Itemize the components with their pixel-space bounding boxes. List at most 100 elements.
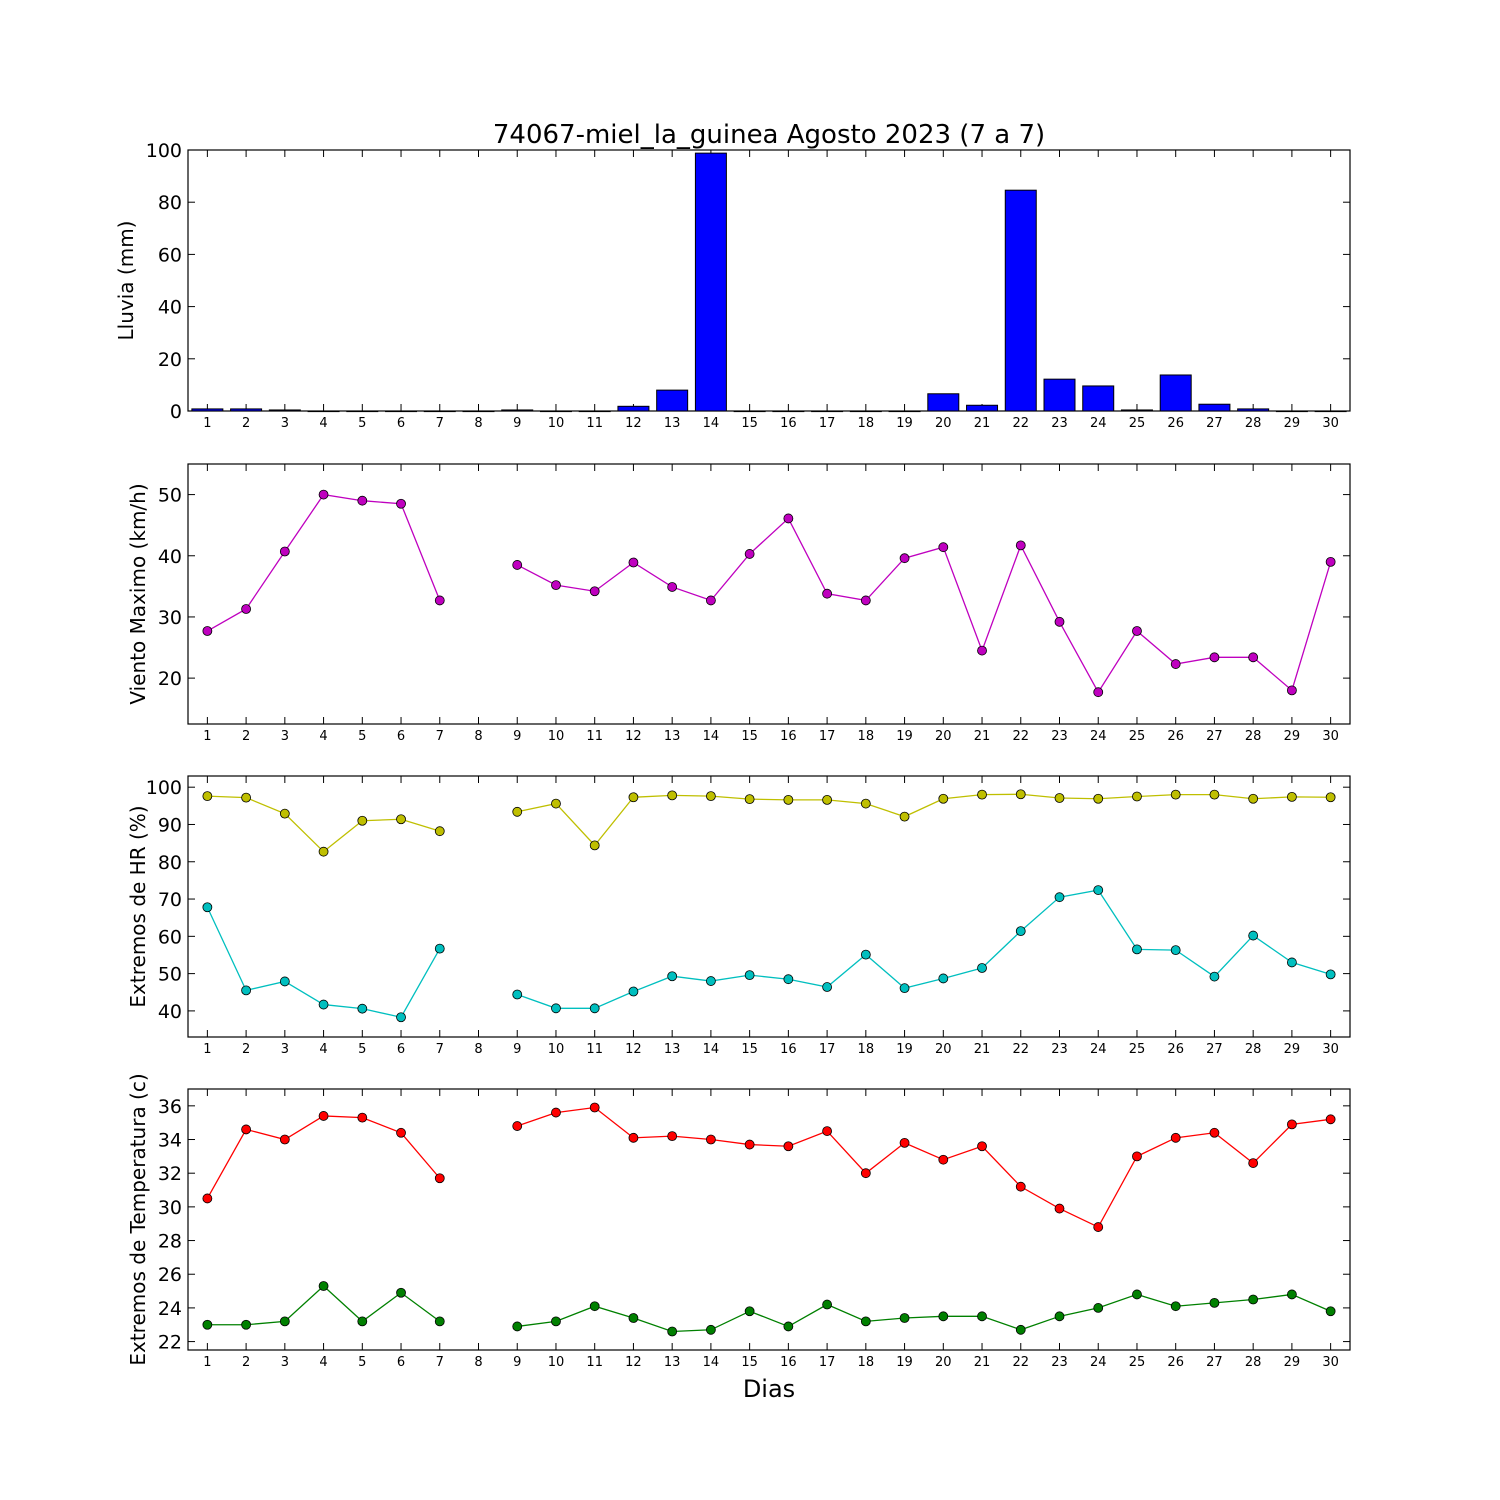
series-2-point — [512, 1321, 523, 1332]
series-1-point — [512, 560, 523, 570]
series-1-point — [1170, 789, 1181, 800]
series-1-point — [1248, 793, 1259, 804]
x-tick-label: 16 — [780, 1355, 797, 1370]
series-1-point — [899, 1137, 910, 1148]
series-1-point — [783, 1141, 794, 1152]
series-1-point — [822, 1126, 832, 1136]
bar-day-4 — [307, 410, 340, 413]
series-1-line — [207, 795, 440, 853]
series-2-point — [899, 983, 910, 994]
y-tick-label: 50 — [158, 964, 182, 986]
bar-day-7 — [423, 410, 456, 413]
x-tick-label: 24 — [1090, 729, 1107, 744]
x-tick-label: 15 — [741, 1355, 758, 1370]
x-tick-label: 5 — [358, 1355, 366, 1370]
x-tick-label: 7 — [436, 416, 444, 431]
bar-day-29 — [1275, 410, 1308, 413]
x-tick-label: 29 — [1284, 729, 1301, 744]
x-tick-label: 10 — [548, 1042, 565, 1057]
x-tick-label: 29 — [1284, 416, 1301, 431]
series-1-point — [706, 595, 716, 606]
series-1-point — [667, 1131, 678, 1142]
bar-day-18 — [849, 410, 882, 413]
series-1-point — [318, 846, 329, 857]
x-tick-label: 25 — [1129, 1355, 1146, 1370]
x-tick-label: 14 — [703, 1042, 720, 1057]
series-1-point — [279, 546, 290, 557]
x-tick-label: 28 — [1245, 729, 1262, 744]
x-tick-label: 30 — [1322, 1042, 1339, 1057]
series-2-point — [706, 1324, 716, 1335]
series-2-point — [279, 976, 290, 987]
series-1-point — [667, 790, 678, 801]
x-tick-label: 20 — [935, 416, 952, 431]
series-1-point — [938, 1154, 949, 1165]
x-tick-label: 14 — [703, 729, 720, 744]
x-tick-label: 26 — [1167, 729, 1184, 744]
series-1-point — [589, 586, 600, 597]
y-tick-label: 40 — [158, 297, 182, 319]
x-tick-label: 7 — [436, 1042, 444, 1057]
x-tick-label: 11 — [586, 729, 603, 744]
y-tick-label: 30 — [158, 607, 182, 629]
series-2-point — [667, 1326, 678, 1337]
y-tick-label: 40 — [158, 1001, 182, 1023]
series-2-point — [589, 1003, 600, 1014]
x-tick-label: 19 — [896, 1042, 913, 1057]
x-tick-label: 21 — [974, 1355, 991, 1370]
series-2-point — [279, 1316, 290, 1327]
series-2-point — [1170, 1301, 1181, 1312]
x-tick-label: 4 — [319, 729, 327, 744]
series-1-point — [1209, 789, 1220, 800]
bar-day-16 — [772, 410, 805, 413]
series-1-point — [1132, 1151, 1142, 1162]
x-tick-label: 22 — [1012, 416, 1029, 431]
series-1-point — [706, 791, 716, 802]
x-tick-label: 25 — [1129, 729, 1146, 744]
bar-day-14 — [694, 152, 727, 412]
bar-day-17 — [811, 410, 844, 413]
series-1-point — [202, 626, 213, 636]
x-tick-label: 8 — [474, 1042, 482, 1057]
series-2-line — [517, 889, 1331, 1009]
series-2-point — [667, 971, 678, 982]
x-tick-label: 22 — [1012, 729, 1029, 744]
x-tick-label: 10 — [548, 416, 565, 431]
series-1-point — [1093, 793, 1104, 804]
x-tick-label: 27 — [1206, 1355, 1223, 1370]
series-1-point — [1287, 791, 1297, 802]
series-2-point — [860, 1316, 871, 1327]
x-tick-label: 3 — [281, 729, 289, 744]
series-1-point — [551, 798, 561, 809]
series-2-point — [1248, 1294, 1259, 1305]
x-tick-label: 9 — [513, 1355, 521, 1370]
axes-frame — [187, 149, 1351, 412]
y-tick-label: 0 — [170, 401, 182, 423]
bar-day-26 — [1159, 374, 1192, 412]
x-tick-label: 9 — [513, 1042, 521, 1057]
series-1-point — [1093, 687, 1104, 698]
series-1-point — [589, 840, 600, 851]
series-2-point — [860, 949, 871, 960]
series-1-point — [783, 513, 794, 524]
bar-day-25 — [1120, 409, 1153, 412]
series-1-point — [1170, 1132, 1181, 1143]
series-1-point — [202, 791, 213, 802]
x-tick-label: 14 — [703, 1355, 720, 1370]
y-axis-label: Viento Maximo (km/h) — [126, 483, 150, 704]
series-2-point — [357, 1003, 368, 1014]
series-2-point — [1054, 892, 1065, 903]
y-tick-label: 32 — [158, 1163, 182, 1185]
series-2-point — [1248, 930, 1259, 941]
y-axis-label: Extremos de HR (%) — [126, 805, 150, 1007]
x-tick-label: 14 — [703, 416, 720, 431]
x-tick-label: 30 — [1322, 416, 1339, 431]
series-2-point — [396, 1012, 406, 1023]
series-1-point — [744, 549, 755, 559]
series-2-point — [628, 1313, 639, 1323]
series-1-point — [1325, 556, 1336, 567]
series-2-point — [1287, 957, 1297, 968]
series-2-point — [938, 1311, 949, 1322]
series-2-point — [938, 973, 949, 984]
